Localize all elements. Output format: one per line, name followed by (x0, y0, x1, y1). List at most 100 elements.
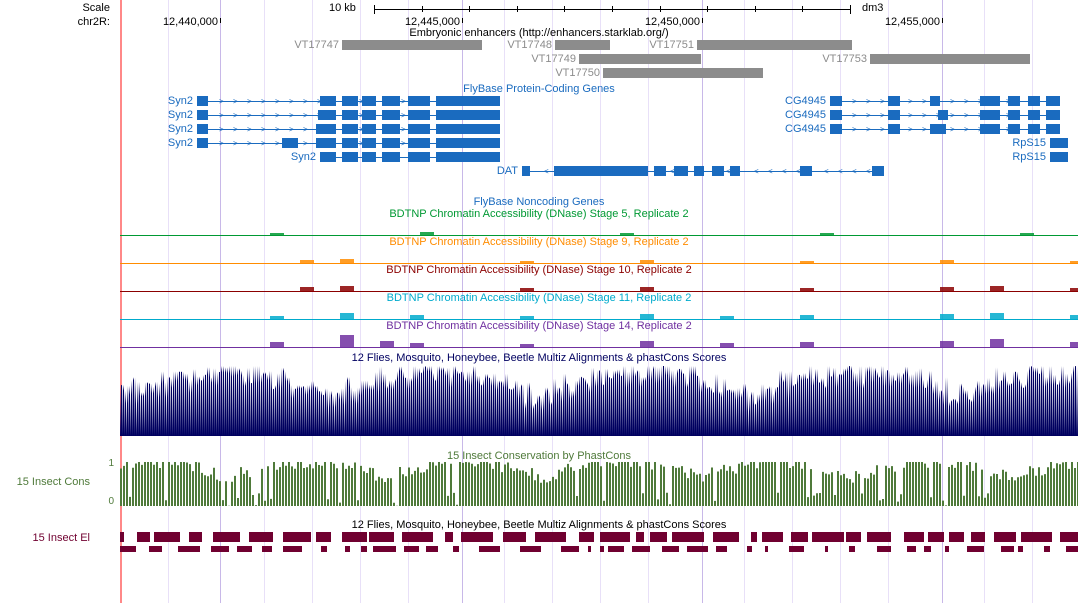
exon[interactable] (362, 96, 376, 106)
exon[interactable] (712, 166, 724, 176)
exon[interactable] (888, 96, 900, 106)
conserved-element[interactable] (342, 532, 367, 542)
exon[interactable] (1008, 96, 1020, 106)
conserved-element[interactable] (535, 532, 566, 542)
exon[interactable] (888, 124, 900, 134)
conserved-element[interactable] (971, 532, 985, 542)
exon[interactable] (436, 138, 500, 148)
conserved-element[interactable] (994, 532, 1016, 542)
conserved-element[interactable] (1021, 532, 1052, 542)
exon[interactable] (320, 96, 336, 106)
exon[interactable] (1046, 110, 1060, 120)
exon[interactable] (830, 110, 842, 120)
exon[interactable] (888, 110, 900, 120)
conserved-element[interactable] (137, 532, 150, 542)
exon[interactable] (342, 124, 358, 134)
conserved-element[interactable] (636, 532, 645, 542)
exon[interactable] (197, 138, 208, 148)
conserved-element[interactable] (928, 532, 944, 542)
enhancer-feature[interactable] (555, 40, 610, 50)
enhancer-feature[interactable] (579, 54, 701, 64)
exon[interactable] (1046, 124, 1060, 134)
conserved-element[interactable] (791, 532, 808, 542)
exon[interactable] (830, 96, 842, 106)
exon[interactable] (342, 152, 358, 162)
exon[interactable] (674, 166, 688, 176)
enhancer-feature[interactable] (870, 54, 1030, 64)
exon[interactable] (320, 152, 336, 162)
exon[interactable] (362, 110, 376, 120)
exon[interactable] (654, 166, 666, 176)
exon[interactable] (316, 124, 336, 134)
exon[interactable] (980, 96, 1000, 106)
exon[interactable] (382, 110, 400, 120)
conserved-element[interactable] (369, 532, 394, 542)
exon[interactable] (1028, 96, 1040, 106)
exon[interactable] (872, 166, 884, 176)
enhancer-feature[interactable] (603, 68, 763, 78)
exon[interactable] (1028, 110, 1040, 120)
exon[interactable] (522, 166, 530, 176)
exon[interactable] (316, 138, 336, 148)
exon[interactable] (980, 124, 1000, 134)
exon[interactable] (408, 96, 430, 106)
exon[interactable] (197, 96, 208, 106)
exon[interactable] (1046, 96, 1060, 106)
conserved-element[interactable] (812, 532, 843, 542)
exon[interactable] (730, 166, 740, 176)
exon[interactable] (408, 138, 430, 148)
conserved-element[interactable] (867, 532, 891, 542)
exon[interactable] (382, 138, 400, 148)
conserved-element[interactable] (213, 532, 240, 542)
enhancer-feature[interactable] (697, 40, 852, 50)
conserved-element[interactable] (904, 532, 923, 542)
exon[interactable] (408, 124, 430, 134)
exon[interactable] (382, 152, 400, 162)
conserved-element[interactable] (154, 532, 180, 542)
exon[interactable] (362, 138, 376, 148)
conserved-element[interactable] (751, 532, 757, 542)
exon[interactable] (930, 124, 946, 134)
exon[interactable] (197, 124, 208, 134)
exon[interactable] (318, 110, 336, 120)
conserved-element[interactable] (189, 532, 203, 542)
conserved-element[interactable] (713, 532, 739, 542)
conserved-element[interactable] (672, 532, 704, 542)
exon[interactable] (408, 152, 430, 162)
conserved-element[interactable] (402, 532, 434, 542)
exon[interactable] (382, 124, 400, 134)
conserved-element[interactable] (461, 532, 493, 542)
conserved-element[interactable] (600, 532, 629, 542)
exon[interactable] (554, 166, 648, 176)
exon[interactable] (436, 96, 500, 106)
conserved-element[interactable] (316, 532, 331, 542)
exon[interactable] (800, 166, 812, 176)
exon[interactable] (436, 110, 500, 120)
exon[interactable] (1008, 110, 1020, 120)
exon[interactable] (197, 110, 208, 120)
conserved-element[interactable] (1060, 532, 1078, 542)
enhancer-feature[interactable] (342, 40, 482, 50)
conserved-element[interactable] (249, 532, 274, 542)
conserved-element[interactable] (949, 532, 964, 542)
exon[interactable] (694, 166, 704, 176)
exon[interactable] (1028, 124, 1040, 134)
conserved-element[interactable] (503, 532, 526, 542)
conserved-element[interactable] (579, 532, 594, 542)
exon[interactable] (282, 138, 298, 148)
exon[interactable] (342, 96, 358, 106)
exon[interactable] (1008, 124, 1020, 134)
conserved-element[interactable] (846, 532, 861, 542)
exon[interactable] (342, 138, 358, 148)
exon[interactable] (382, 96, 400, 106)
conserved-element[interactable] (650, 532, 667, 542)
exon[interactable] (980, 110, 1000, 120)
conserved-element[interactable] (445, 532, 453, 542)
exon[interactable] (436, 124, 500, 134)
conserved-element[interactable] (762, 532, 783, 542)
exon[interactable] (408, 110, 430, 120)
exon[interactable] (938, 110, 948, 120)
exon[interactable] (436, 152, 500, 162)
exon[interactable] (362, 152, 376, 162)
exon[interactable] (830, 124, 842, 134)
